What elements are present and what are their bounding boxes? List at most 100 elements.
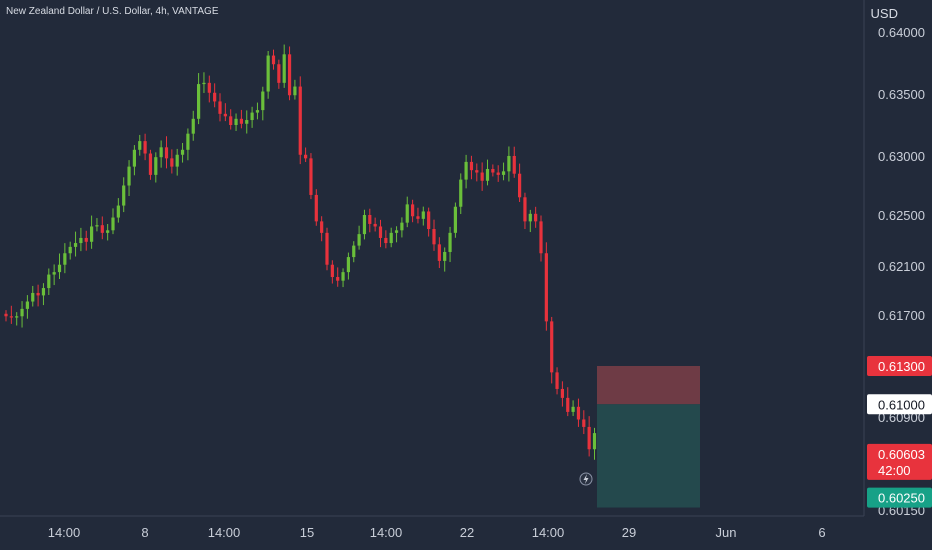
candle-body <box>437 244 441 261</box>
time-axis: 14:00 8 14:00 15 14:00 22 14:00 29 Jun 6 <box>48 525 826 540</box>
candle-body <box>341 272 345 281</box>
candle-body <box>464 161 468 180</box>
candle-body <box>277 64 281 83</box>
candle-body <box>571 406 575 412</box>
time-tick-label: 8 <box>141 525 148 540</box>
candle-body <box>202 82 206 85</box>
candle-body <box>245 120 249 124</box>
price-tick-label: 0.61700 <box>878 308 925 323</box>
candle-body <box>47 274 51 289</box>
price-badge-label: 0.60250 <box>878 491 925 506</box>
price-badge <box>867 356 932 376</box>
candle-body <box>180 149 185 155</box>
price-tick-label: 0.63000 <box>878 149 925 164</box>
candle-body <box>255 110 260 113</box>
candle-body <box>20 308 24 317</box>
candle-body <box>427 211 431 230</box>
candle-body <box>496 172 500 175</box>
candle-body <box>304 154 308 159</box>
candle-body <box>325 232 329 265</box>
candle-body <box>448 232 452 252</box>
chart-title: New Zealand Dollar / U.S. Dollar, 4h, VA… <box>6 6 219 17</box>
candle-body <box>362 215 367 235</box>
price-badge-label: 0.60603 <box>878 447 925 462</box>
candle-body <box>507 156 511 172</box>
candle-body <box>368 215 372 224</box>
candle-body <box>539 221 543 254</box>
event-marker <box>579 472 593 486</box>
price-tick-label: 0.63500 <box>878 87 925 102</box>
price-badge <box>867 487 932 508</box>
candle-body <box>384 237 388 244</box>
candle-body <box>223 113 227 117</box>
candle-body <box>330 264 334 278</box>
candle-body <box>116 205 120 218</box>
price-badge-label: 0.61000 <box>878 397 925 412</box>
candle-body <box>229 116 233 125</box>
candle-body <box>405 204 409 223</box>
candle-body <box>106 230 110 233</box>
candle-body <box>90 226 94 242</box>
time-tick-label: 14:00 <box>208 525 241 540</box>
candle-body <box>164 147 169 159</box>
candle-body <box>453 206 457 233</box>
candle-body <box>234 118 238 125</box>
candle-body <box>421 211 425 219</box>
candle-body <box>287 54 292 96</box>
price-badge <box>867 394 932 415</box>
candle-body <box>491 168 495 173</box>
candle-body <box>36 292 40 296</box>
candle-body <box>122 185 126 206</box>
time-tick-label: Jun <box>716 525 737 540</box>
candle-body <box>213 92 217 102</box>
candle-body <box>282 54 286 83</box>
price-tick-label: 0.62500 <box>878 208 925 223</box>
currency-label[interactable]: USD <box>870 6 898 21</box>
candle-body <box>4 313 8 317</box>
take-profit-zone <box>597 404 700 508</box>
candle-body <box>111 217 115 231</box>
candle-body <box>271 55 276 65</box>
candle-body <box>239 118 243 124</box>
candle-body <box>534 213 538 222</box>
candle-body <box>52 272 56 275</box>
candle-body <box>528 213 532 222</box>
candle-body <box>73 243 78 247</box>
price-badge-label: 0.61300 <box>878 359 925 374</box>
candle-body <box>207 82 211 93</box>
time-tick-label: 22 <box>460 525 474 540</box>
candle-body <box>218 101 222 114</box>
time-tick-label: 29 <box>622 525 636 540</box>
candle-body <box>443 251 447 261</box>
candle-body <box>293 86 297 96</box>
lightning-icon-glyph <box>583 474 589 484</box>
candle-body <box>346 257 350 273</box>
candle-body <box>587 426 591 450</box>
position-zones <box>597 366 700 508</box>
candle-body <box>63 253 67 265</box>
candle-body <box>175 154 179 167</box>
candle-body <box>469 161 474 171</box>
candle-body <box>127 166 131 186</box>
candle-body <box>394 230 399 233</box>
price-tick-label: 0.62100 <box>878 259 925 274</box>
candle-body <box>138 141 142 150</box>
candle-body <box>57 264 62 273</box>
candle-body <box>170 158 174 167</box>
candle-body <box>560 388 564 398</box>
candle-body <box>592 433 597 450</box>
candle-body <box>416 216 420 219</box>
candle-body <box>148 153 153 175</box>
time-tick-label: 15 <box>300 525 314 540</box>
candle-body <box>186 133 190 150</box>
candle-body <box>41 288 46 296</box>
time-tick-label: 14:00 <box>370 525 403 540</box>
candle-body <box>84 237 88 242</box>
candle-body <box>68 246 72 254</box>
candle-body <box>250 112 254 121</box>
candle-body <box>159 147 163 158</box>
candle-body <box>197 84 201 119</box>
candle-body <box>400 222 404 231</box>
candle-body <box>9 316 13 318</box>
